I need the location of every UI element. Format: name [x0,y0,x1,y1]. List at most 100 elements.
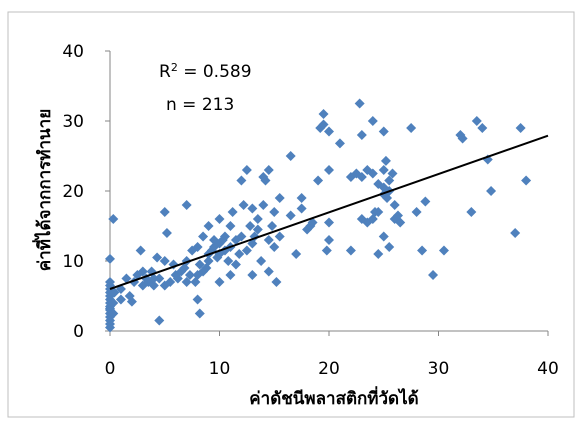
data-point [324,235,334,245]
data-point [411,207,422,217]
data-point [296,203,307,214]
data-point [345,245,356,256]
data-point [285,151,296,161]
y-tick-label: 0 [73,322,84,342]
data-point [477,123,488,133]
data-point [285,210,296,221]
data-point [406,123,417,133]
data-point [214,277,225,287]
data-point [241,165,252,175]
data-point [373,249,384,259]
data-point [384,242,395,252]
data-point [291,249,302,259]
data-point [219,231,230,242]
x-tick-label: 40 [537,359,559,379]
data-point [159,256,170,266]
y-tick-label: 10 [62,252,84,272]
data-point [227,207,238,217]
data-point [236,175,247,186]
data-point [192,242,203,252]
data-point [203,256,214,266]
data-point [471,116,482,126]
data-point [380,155,391,166]
data-point [258,200,269,210]
data-point [438,245,449,256]
data-point [420,196,431,207]
data-point [247,270,258,280]
data-point [152,252,163,263]
data-point [194,259,205,270]
data-point [225,221,236,231]
data-point [108,308,119,319]
data-point [108,214,119,224]
data-point [135,245,146,256]
data-point [245,221,256,231]
data-point [271,277,282,287]
data-point [230,259,241,270]
data-point [274,193,285,203]
data-point [105,253,115,264]
data-point [269,242,280,252]
data-point [324,165,334,175]
data-point [192,294,203,305]
y-axis-title: ค่าที่ได้จากการทำนาย [32,109,55,271]
data-point [395,217,406,228]
data-point [159,207,170,217]
data-point [214,214,225,224]
data-point [384,175,395,186]
data-point [247,203,258,214]
trendline [109,134,549,290]
data-point [241,245,252,256]
data-point [321,245,332,256]
data-point [318,119,329,130]
data-point [378,126,389,137]
sample-size-annotation: n = 213 [166,95,234,115]
data-point [367,116,378,126]
data-point [115,294,126,305]
data-point [184,270,195,280]
data-point [108,298,119,308]
data-point [486,186,497,196]
data-point [417,245,428,256]
data-point [126,296,137,307]
data-point [367,168,378,179]
data-point [521,175,532,186]
data-point [356,130,367,140]
data-point [223,256,234,266]
data-point [121,273,132,284]
data-point [387,168,398,179]
data-point [389,200,400,210]
data-point [181,200,192,210]
data-point [252,224,263,235]
data-point [296,193,307,203]
data-point [334,138,345,149]
data-point [256,256,267,266]
data-point [263,165,274,175]
y-tick-label: 20 [62,182,84,202]
data-point [236,231,247,242]
data-point [267,221,278,231]
data-point [148,280,159,291]
data-point [373,207,384,217]
data-point [274,231,285,242]
data-point [318,109,329,119]
data-point [198,231,209,242]
data-point [148,273,159,284]
data-point [428,270,439,280]
data-point [378,231,389,242]
data-point [154,273,165,284]
data-point [324,217,334,228]
data-point [194,308,205,319]
data-point [354,98,365,109]
data-point [324,126,334,137]
data-point [172,273,183,284]
data-point [203,221,214,231]
data-point [137,266,148,277]
x-tick-label: 0 [105,359,116,379]
y-tick-label: 40 [62,42,84,62]
data-point [154,315,165,326]
data-point [252,214,263,224]
data-point [260,175,271,186]
data-point [457,133,468,144]
